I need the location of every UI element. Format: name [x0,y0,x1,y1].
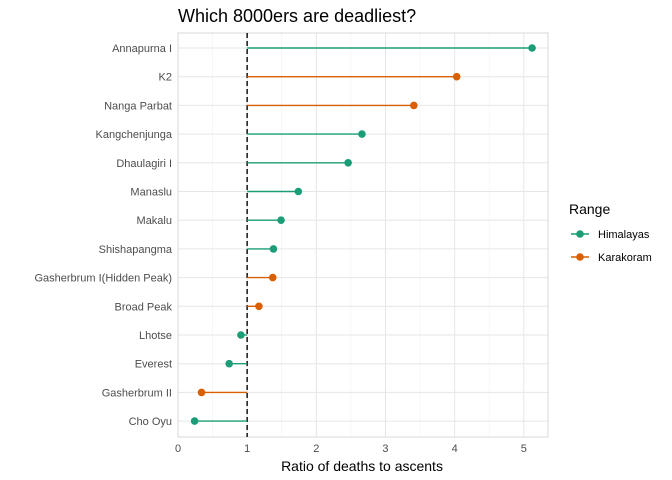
point [190,417,199,425]
points [190,44,536,425]
point [197,388,206,397]
legend: Range Himalayas Karakoram [569,201,652,264]
point [452,72,461,81]
y-tick-label: Everest [135,359,172,371]
x-axis-title: Ratio of deaths to ascents [281,458,443,474]
chart-title: Which 8000ers are deadliest? [178,6,416,26]
x-tick-label: 4 [452,443,458,455]
point [344,159,352,167]
y-tick-label: Gasherbrum I(Hidden Peak) [34,273,172,285]
y-tick-label: Nanga Parbat [104,100,172,112]
y-tick-label: K2 [159,72,172,84]
point [225,359,233,368]
y-tick-label: Dhaulagiri I [116,158,172,170]
panel-border [177,32,549,438]
point [268,273,277,282]
x-tick-label: 1 [244,443,250,455]
y-tick-label: Broad Peak [115,301,173,313]
y-tick-label: Manaslu [130,187,172,199]
x-tick-label: 0 [175,443,181,455]
point [528,44,536,52]
y-tick-label: Makalu [137,215,172,227]
point [410,101,418,110]
legend-label: Himalayas [598,229,650,241]
point [277,216,285,224]
x-tick-labels: 0 1 2 3 4 5 [175,443,527,455]
y-tick-label: Cho Oyu [129,416,172,428]
legend-key-point [576,230,584,238]
point [237,331,245,339]
legend-key-point [576,253,584,261]
legend-title: Range [569,201,610,217]
point [358,130,366,138]
y-tick-label: Gasherbrum II [102,387,172,399]
legend-label: Karakoram [598,252,652,264]
x-tick-label: 3 [382,443,388,455]
y-tick-label: Shishapangma [99,244,173,256]
y-tick-label: Kangchenjunga [96,129,173,141]
point [294,187,303,196]
x-tick-label: 2 [313,443,319,455]
point [255,302,263,311]
plot-panel [178,33,548,437]
y-tick-label: Annapurna I [112,43,172,55]
point [269,245,278,253]
x-tick-label: 5 [521,443,527,455]
y-tick-labels: Annapurna I K2 Nanga Parbat Kangchenjunga Dh… [34,43,172,428]
y-tick-label: Lhotse [139,330,172,342]
